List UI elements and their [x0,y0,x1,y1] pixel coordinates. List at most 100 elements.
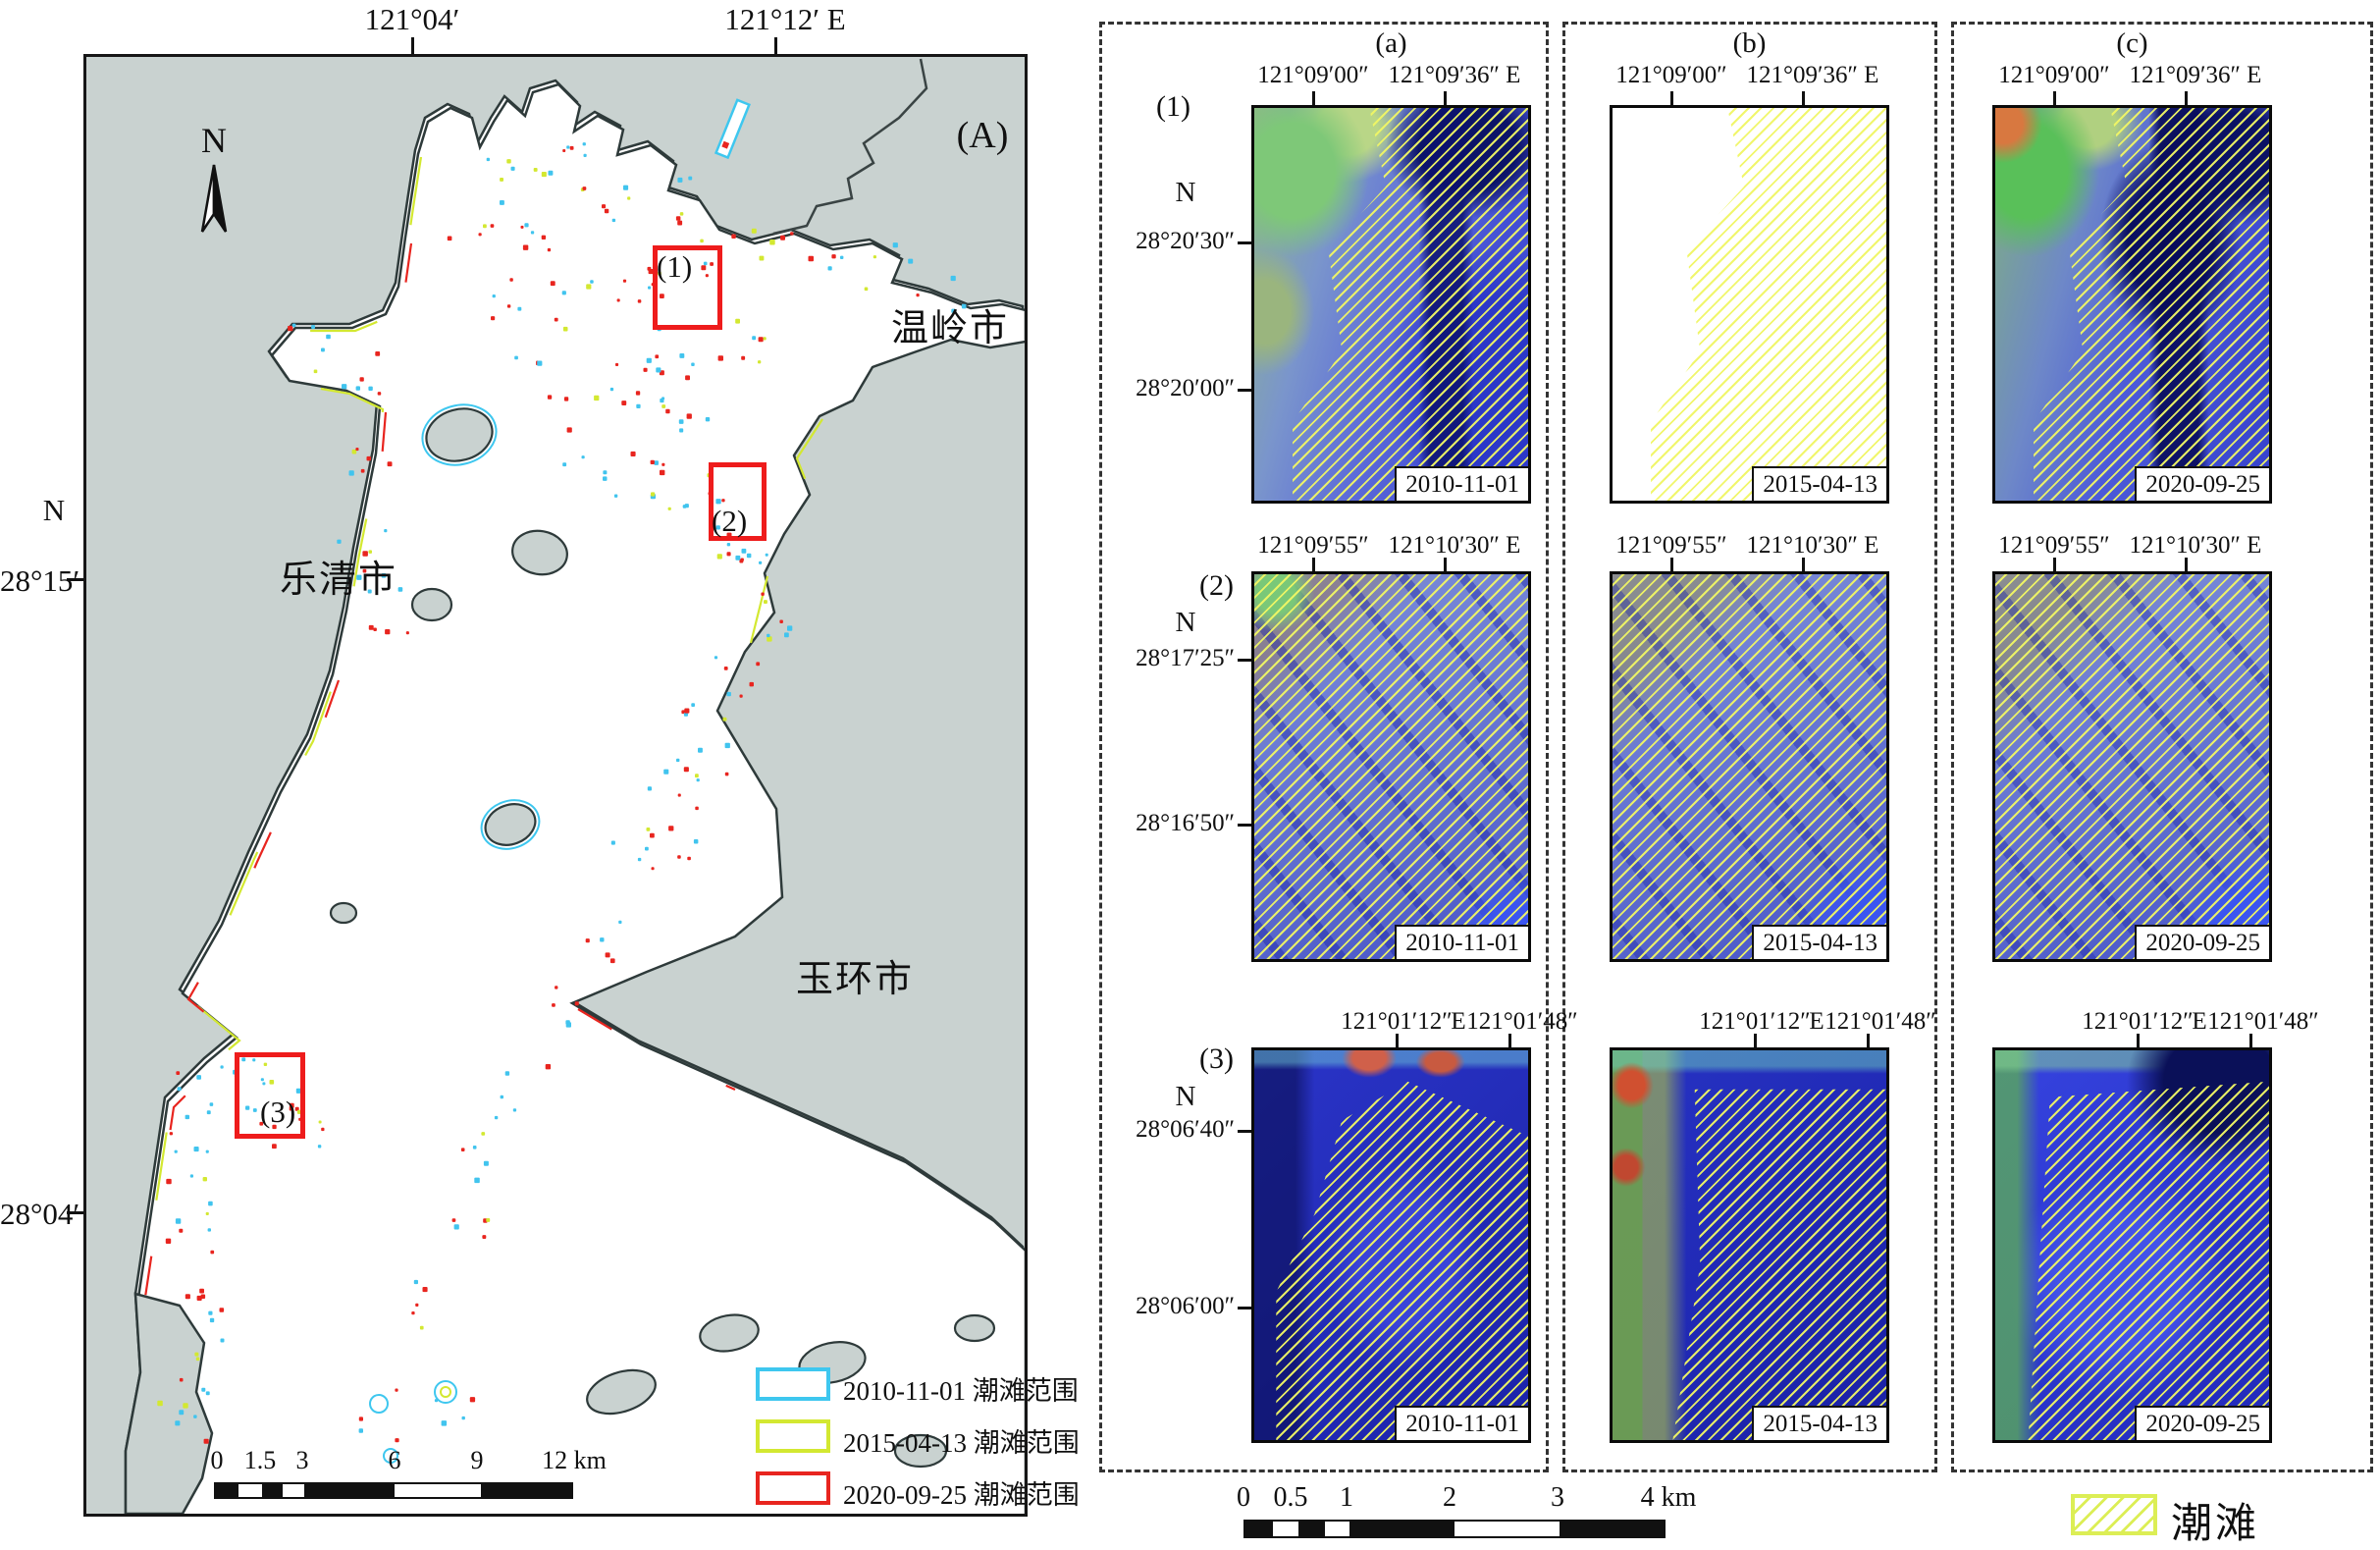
legend-label-2020: 2020-09-25 潮滩范围 [843,1480,1080,1510]
lon-tick [2053,91,2056,105]
inset-tag-3: (3) [260,1095,296,1129]
inset-box-2 [709,462,767,541]
lon-label: 121°01′12″ [2082,1008,2194,1035]
sat-image-1a: 2010-11-01 [1251,105,1531,504]
map-left-tick [67,578,83,581]
inset-box-3 [235,1052,305,1139]
map-scalebar-tick: 12 km [542,1446,607,1474]
inset-box-1 [653,245,722,330]
tidal-flat-legend-label: 潮滩 [2171,1502,2260,1547]
lon-tick [2137,1034,2140,1047]
city-label-yueqing: 乐清市 [280,560,398,601]
lat-tick [1238,389,1251,392]
lat-tick [1238,1130,1251,1133]
lon-tick [1396,1034,1399,1047]
tidal-flat-hatch [2034,108,2269,501]
tidal-flat-hatch [1995,574,2269,959]
sat-image-3c: 2020-09-25 [1992,1047,2272,1443]
lon-tick [2249,1034,2252,1047]
bottom-scalebar-tick: 0.5 [1273,1482,1308,1513]
detail-column-b [1562,22,1937,1472]
city-label-wenling: 温岭市 [891,308,1010,349]
lon-label: 121°10′30″ E [1388,532,1521,559]
lon-tick [1670,558,1673,571]
lon-label: 121°09′00″ [1615,62,1727,88]
detail-column-c [1951,22,2373,1472]
lon-label: 121°01′48″ [1466,1008,1578,1035]
legend-label-2015: 2015-04-13 潮滩范围 [843,1428,1080,1458]
map-left-tick [67,1211,83,1214]
lon-label: E [1451,1008,1466,1035]
lon-tick [1802,91,1805,105]
bottom-scalebar-tick: 1 [1340,1482,1353,1513]
date-stamp: 2020-09-25 [2135,925,2269,959]
sat-image-2b: 2015-04-13 [1610,571,1889,962]
north-arrow-icon [200,164,228,233]
lon-label: 121°09′00″ [1998,62,2110,88]
lat-label: 28°06′40″ [1136,1116,1235,1143]
lon-label: 121°09′36″ E [2129,62,2262,88]
column-header-a: (a) [1375,27,1407,59]
lon-label: 121°09′36″ E [1388,62,1521,88]
compass-label: N [201,121,227,160]
lon-tick [1670,91,1673,105]
tidal-flat-hatch [1651,108,1886,501]
legend-swatch-2020 [756,1471,830,1505]
main-map: N (A) 温岭市 乐清市 玉环市 (1) (2) (3) 2010-11-01… [83,54,1080,1517]
lon-label: 121°09′55″ [1998,532,2110,559]
lat-tick [1238,824,1251,827]
bottom-scalebar-tick: 0 [1237,1482,1250,1513]
map-left-axis-lat1: 28°15′ [0,563,80,598]
map-scalebar-tick: 1.5 [243,1446,277,1474]
map-frame-tag: (A) [956,115,1009,156]
lon-label: 121°10′30″ E [2129,532,2262,559]
lat-label: 28°17′25″ [1136,645,1235,671]
map-top-tick [774,37,777,54]
row-tag-2: (2) [1199,569,1234,602]
row-tag-1: (1) [1156,90,1190,123]
map-left-axis-n: N [42,493,66,527]
date-stamp: 2015-04-13 [1752,925,1886,959]
inset-tag-2: (2) [712,504,748,538]
tidal-flat-hatch [1254,574,1528,959]
tidal-flat-hatch [1672,1089,1886,1440]
bottom-scalebar-tick: 3 [1551,1482,1564,1513]
row-north-3: N [1175,1081,1196,1112]
column-header-b: (b) [1732,27,1767,59]
tidal-flat-hatch [1276,1081,1528,1440]
legend-swatch-2015 [756,1419,830,1453]
lon-label: 121°09′00″ [1257,62,1369,88]
map-scalebar [214,1482,573,1499]
sat-image-1b: 2015-04-13 [1610,105,1889,504]
lat-label: 28°20′30″ [1136,228,1235,254]
column-header-c: (c) [2116,27,2148,59]
lon-label: E [1809,1008,1825,1035]
lon-tick [1754,1034,1757,1047]
tidal-flat-hatch [1613,574,1886,959]
date-stamp: 2020-09-25 [2135,1406,2269,1440]
inset-tag-1: (1) [657,249,693,284]
row-tag-3: (3) [1199,1042,1234,1075]
date-stamp: 2015-04-13 [1752,466,1886,501]
sat-image-3a: 2010-11-01 [1251,1047,1531,1443]
bottom-scalebar-tick: 2 [1443,1482,1456,1513]
lon-label: 121°09′55″ [1257,532,1369,559]
detail-column-a [1099,22,1549,1472]
map-scalebar-tick: 0 [210,1446,224,1474]
row-north-2: N [1175,607,1196,638]
map-top-axis-lon1: 121°04′ [364,2,460,36]
coastline-map-graphic [124,58,1025,1514]
lon-label: 121°09′55″ [1615,532,1727,559]
city-label-yuhuan: 玉环市 [796,959,915,1000]
lon-label: 121°01′12″ [1699,1008,1811,1035]
date-stamp: 2010-11-01 [1395,466,1528,501]
lon-tick [2185,91,2188,105]
legend-swatch-2010 [756,1367,830,1401]
sat-image-1c: 2020-09-25 [1992,105,2272,504]
lat-label: 28°20′00″ [1136,375,1235,401]
lon-label: 121°10′30″ E [1746,532,1879,559]
sat-image-2a: 2010-11-01 [1251,571,1531,962]
map-scalebar-tick: 6 [388,1446,401,1474]
date-stamp: 2015-04-13 [1752,1406,1886,1440]
